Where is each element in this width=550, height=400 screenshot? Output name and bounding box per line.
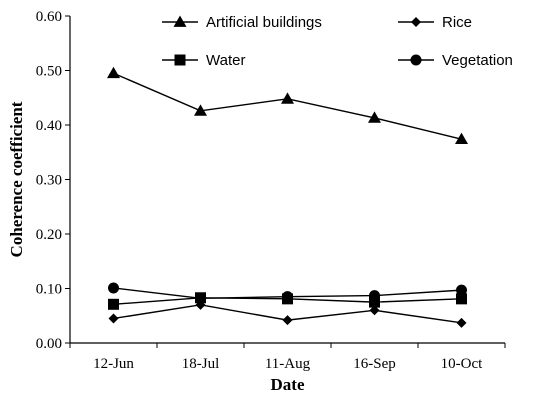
x-tick-label: 18-Jul bbox=[182, 356, 220, 372]
y-ticks: 0.00 0.10 0.20 0.30 0.40 0.50 0.60 bbox=[36, 9, 70, 352]
legend-item: Vegetation bbox=[398, 52, 513, 69]
y-tick-label: 0.20 bbox=[36, 227, 62, 243]
legend-label: Rice bbox=[442, 14, 472, 31]
x-tick-label: 11-Aug bbox=[265, 356, 311, 372]
data-point bbox=[369, 296, 380, 308]
series-vegetation bbox=[108, 282, 467, 304]
data-point bbox=[455, 132, 468, 145]
legend-marker bbox=[173, 15, 187, 27]
y-tick-label: 0.50 bbox=[36, 64, 62, 80]
data-point bbox=[282, 315, 293, 326]
legend: Artificial buildings Rice Water Vegetation bbox=[162, 14, 513, 69]
y-tick-label: 0.00 bbox=[36, 336, 62, 352]
y-tick-label: 0.40 bbox=[36, 118, 62, 134]
series-artificial-buildings bbox=[107, 66, 468, 145]
data-point bbox=[456, 317, 467, 328]
legend-marker bbox=[410, 54, 422, 66]
x-ticks: 12-Jun 18-Jul 11-Aug 16-Sep 10-Oct bbox=[69, 343, 506, 372]
legend-label: Artificial buildings bbox=[206, 14, 322, 31]
y-tick-label: 0.60 bbox=[36, 9, 62, 25]
x-tick-label: 16-Sep bbox=[353, 356, 396, 372]
legend-label: Water bbox=[206, 52, 245, 69]
data-point bbox=[369, 290, 380, 302]
data-point bbox=[456, 293, 467, 305]
data-point bbox=[108, 298, 119, 310]
data-point bbox=[107, 66, 120, 79]
y-tick-label: 0.10 bbox=[36, 282, 62, 298]
legend-item: Artificial buildings bbox=[162, 14, 322, 31]
data-point bbox=[282, 291, 293, 303]
x-tick-label: 10-Oct bbox=[441, 356, 483, 372]
legend-item: Water bbox=[162, 52, 245, 69]
data-point bbox=[456, 284, 467, 296]
data-point bbox=[108, 282, 119, 294]
legend-item: Rice bbox=[398, 14, 472, 31]
legend-marker bbox=[174, 54, 186, 66]
data-point bbox=[281, 92, 294, 104]
series-layer bbox=[107, 66, 468, 328]
y-axis-title: Coherence coefficient bbox=[7, 101, 26, 257]
data-point bbox=[368, 111, 381, 123]
series-line bbox=[113, 72, 462, 140]
y-tick-label: 0.30 bbox=[36, 173, 62, 189]
data-point bbox=[369, 305, 380, 316]
legend-marker bbox=[411, 17, 421, 27]
legend-label: Vegetation bbox=[442, 52, 513, 69]
data-point bbox=[195, 292, 206, 304]
data-point bbox=[194, 104, 207, 116]
x-tick-label: 12-Jun bbox=[93, 356, 134, 372]
data-point bbox=[108, 313, 119, 324]
x-axis-title: Date bbox=[271, 375, 305, 394]
